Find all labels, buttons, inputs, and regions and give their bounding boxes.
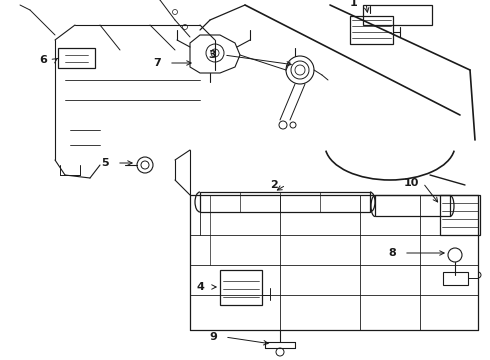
Text: 1: 1 — [350, 0, 358, 8]
Text: 8: 8 — [388, 248, 396, 258]
Text: 3: 3 — [208, 50, 216, 60]
Text: 2: 2 — [270, 180, 278, 190]
Text: 9: 9 — [209, 332, 217, 342]
Text: 4: 4 — [196, 282, 204, 292]
Text: 5: 5 — [101, 158, 109, 168]
Text: 7: 7 — [153, 58, 161, 68]
Text: 6: 6 — [39, 55, 47, 65]
Text: 10: 10 — [403, 178, 418, 188]
